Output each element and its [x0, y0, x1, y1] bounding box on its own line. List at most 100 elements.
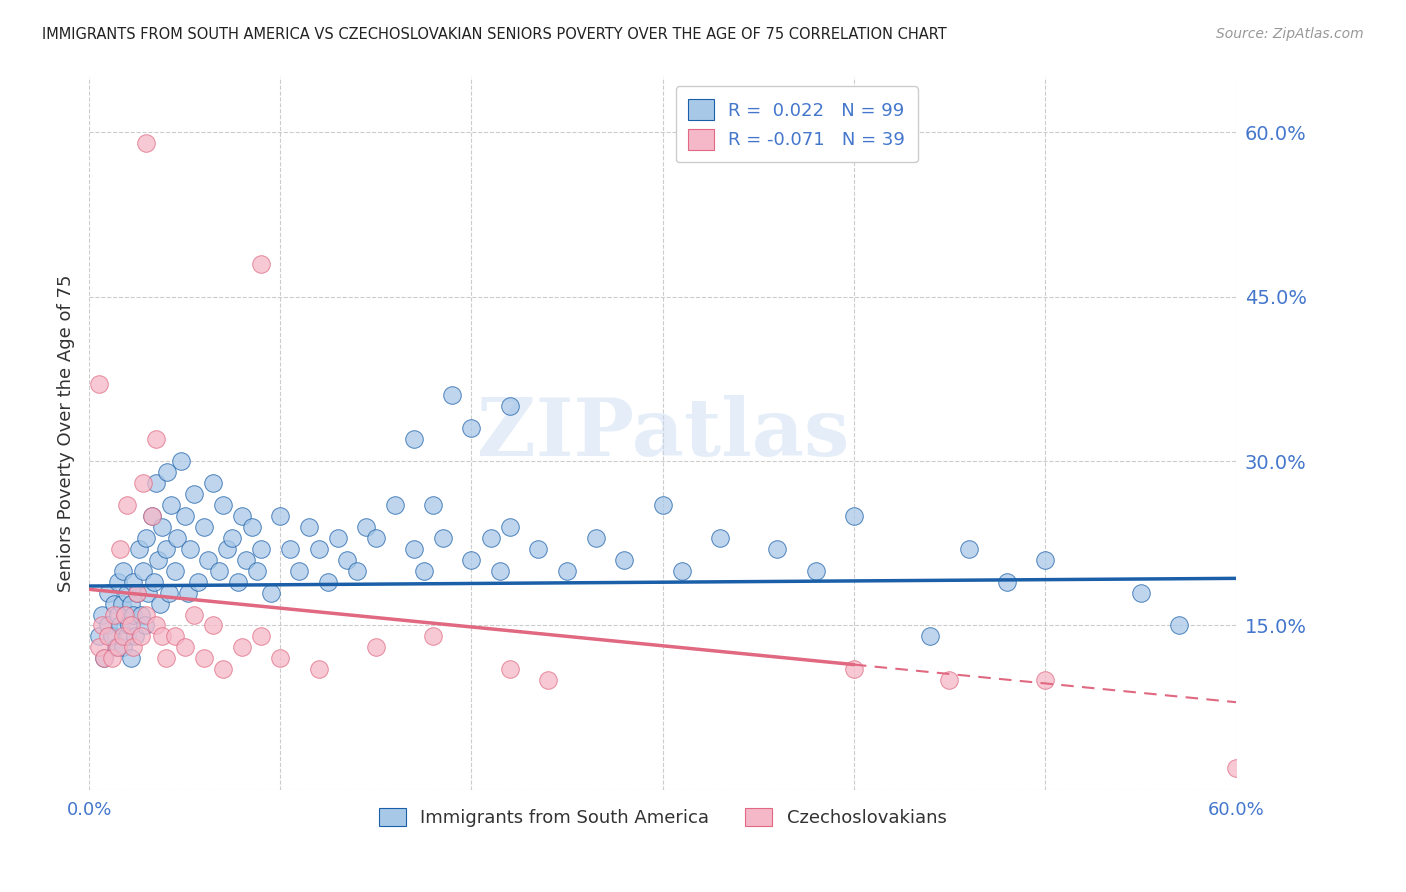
Point [87, 377, 110, 392]
Point [364, 531, 387, 545]
Point [384, 498, 406, 512]
Point [308, 662, 330, 676]
Point [103, 607, 125, 622]
Point [131, 564, 153, 578]
Point [202, 618, 225, 632]
Point [112, 630, 135, 644]
Point [709, 531, 731, 545]
Point [145, 618, 167, 632]
Point [235, 553, 257, 567]
Point [240, 520, 263, 534]
Point [135, 136, 157, 151]
Point [585, 531, 607, 545]
Point [141, 508, 163, 523]
Point [1033, 673, 1056, 688]
Point [112, 640, 135, 655]
Point [995, 574, 1018, 589]
Point [87, 630, 110, 644]
Point [804, 564, 827, 578]
Point [422, 630, 444, 644]
Point [842, 508, 865, 523]
Point [193, 520, 215, 534]
Point [165, 630, 187, 644]
Point [150, 520, 173, 534]
Point [278, 541, 301, 556]
Point [460, 553, 482, 567]
Point [97, 618, 120, 632]
Point [134, 618, 156, 632]
Point [212, 662, 235, 676]
Point [346, 564, 368, 578]
Point [156, 465, 179, 479]
Point [129, 630, 152, 644]
Point [93, 651, 115, 665]
Point [183, 487, 205, 501]
Point [288, 564, 311, 578]
Point [173, 640, 195, 655]
Point [671, 564, 693, 578]
Point [212, 498, 235, 512]
Point [499, 399, 522, 413]
Point [165, 564, 187, 578]
Point [131, 475, 153, 490]
Point [246, 564, 269, 578]
Point [149, 597, 172, 611]
Text: Source: ZipAtlas.com: Source: ZipAtlas.com [1216, 27, 1364, 41]
Point [202, 475, 225, 490]
Point [842, 662, 865, 676]
Point [101, 651, 124, 665]
Point [107, 607, 129, 622]
Point [250, 630, 273, 644]
Legend: Immigrants from South America, Czechoslovakians: Immigrants from South America, Czechoslo… [371, 800, 953, 834]
Point [135, 531, 157, 545]
Point [316, 574, 339, 589]
Point [197, 553, 219, 567]
Point [120, 651, 142, 665]
Point [91, 607, 114, 622]
Point [215, 541, 238, 556]
Point [527, 541, 550, 556]
Point [208, 564, 231, 578]
Point [193, 651, 215, 665]
Point [404, 432, 426, 446]
Point [120, 618, 142, 632]
Point [260, 585, 283, 599]
Point [555, 564, 578, 578]
Point [125, 585, 148, 599]
Point [124, 630, 146, 644]
Point [1033, 553, 1056, 567]
Point [308, 541, 330, 556]
Point [87, 640, 110, 655]
Point [613, 553, 636, 567]
Point [117, 498, 139, 512]
Point [117, 630, 139, 644]
Point [231, 640, 253, 655]
Point [93, 651, 115, 665]
Text: ZIPatlas: ZIPatlas [477, 394, 849, 473]
Point [97, 585, 120, 599]
Point [117, 585, 139, 599]
Point [129, 607, 152, 622]
Point [226, 574, 249, 589]
Point [101, 630, 124, 644]
Point [183, 607, 205, 622]
Point [138, 585, 160, 599]
Point [150, 630, 173, 644]
Point [766, 541, 789, 556]
Point [155, 541, 177, 556]
Point [479, 531, 502, 545]
Point [651, 498, 673, 512]
Point [107, 574, 129, 589]
Point [155, 651, 177, 665]
Point [122, 640, 145, 655]
Point [432, 531, 454, 545]
Point [108, 618, 131, 632]
Point [110, 597, 132, 611]
Point [938, 673, 960, 688]
Point [120, 597, 142, 611]
Point [112, 564, 135, 578]
Point [489, 564, 512, 578]
Point [336, 553, 359, 567]
Point [97, 630, 120, 644]
Point [250, 541, 273, 556]
